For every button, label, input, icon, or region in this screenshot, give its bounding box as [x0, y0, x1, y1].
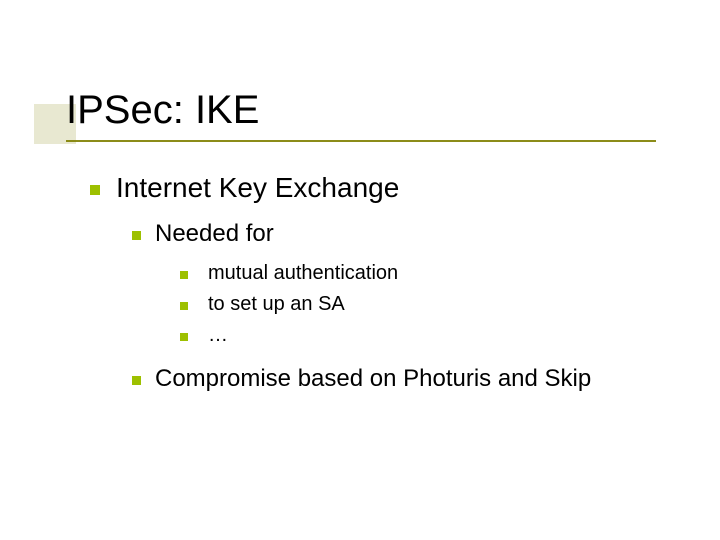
title-underline [66, 140, 656, 142]
square-bullet-icon [90, 185, 100, 195]
bullet-level3: to set up an SA [180, 293, 670, 316]
bullet-text: mutual authentication [208, 262, 398, 285]
square-bullet-icon [180, 333, 188, 341]
square-bullet-icon [132, 231, 141, 240]
bullet-level2: Compromise based on Photuris and Skip [132, 365, 670, 393]
square-bullet-icon [180, 271, 188, 279]
bullet-level2: Needed for [132, 220, 670, 248]
bullet-level3: mutual authentication [180, 262, 670, 285]
bullet-level3: … [180, 324, 670, 347]
bullet-text: Compromise based on Photuris and Skip [155, 365, 591, 393]
bullet-text: Internet Key Exchange [116, 172, 399, 204]
bullet-text: … [208, 324, 228, 347]
slide-body: Internet Key Exchange Needed for mutual … [90, 172, 670, 407]
square-bullet-icon [132, 376, 141, 385]
slide-title: IPSec: IKE [66, 88, 259, 133]
bullet-text: to set up an SA [208, 293, 345, 316]
bullet-text: Needed for [155, 220, 274, 248]
bullet-level1: Internet Key Exchange [90, 172, 670, 204]
square-bullet-icon [180, 302, 188, 310]
